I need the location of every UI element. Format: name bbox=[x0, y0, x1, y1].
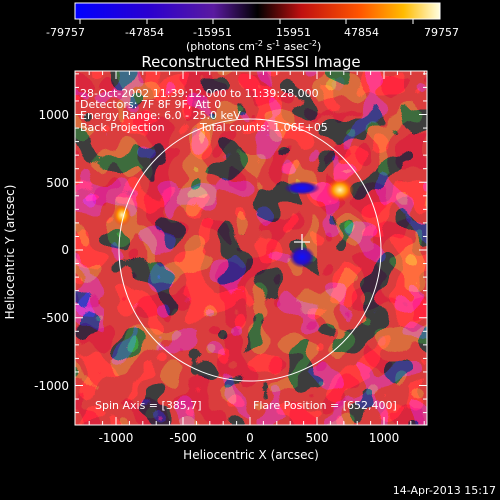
spin-axis-marker bbox=[294, 234, 310, 250]
x-tick-label: 500 bbox=[306, 431, 329, 445]
info-time-range: 28-Oct-2002 11:39:12.000 to 11:39:28.000 bbox=[80, 87, 319, 100]
colorbar-gradient bbox=[74, 2, 441, 20]
info-energy-range: Energy Range: 6.0 - 25.0 keV bbox=[80, 109, 241, 122]
info-block: 28-Oct-2002 11:39:12.000 to 11:39:28.000… bbox=[80, 87, 328, 134]
axis-ticks bbox=[75, 71, 427, 425]
info-total-counts: Total counts: 1.06E+05 bbox=[199, 121, 328, 134]
reconstructed-image bbox=[75, 71, 427, 425]
colorbar-tick-1: -79757 bbox=[46, 26, 85, 39]
x-axis: -1000 -500 0 500 1000 bbox=[99, 431, 400, 445]
y-axis-label: Heliocentric Y (arcsec) bbox=[3, 185, 17, 320]
plot-frame bbox=[74, 70, 428, 426]
x-axis-label: Heliocentric X (arcsec) bbox=[183, 448, 319, 462]
x-tick-label: -1000 bbox=[99, 431, 134, 445]
y-tick-label: 500 bbox=[46, 176, 69, 190]
flare-position-label: Flare Position = [652,400] bbox=[253, 399, 397, 412]
x-tick-label: 1000 bbox=[369, 431, 400, 445]
colorbar-tick-5: 47854 bbox=[344, 26, 379, 39]
solar-limb-circle bbox=[118, 118, 382, 382]
x-tick-label: -500 bbox=[169, 431, 196, 445]
colorbar-tick-4: 15951 bbox=[276, 26, 311, 39]
spin-axis-label: Spin Axis = [385,7] bbox=[95, 399, 202, 412]
colorbar: -79757 -47854 -15951 15951 47854 79757 (… bbox=[46, 2, 459, 53]
y-tick-label: 0 bbox=[61, 243, 69, 257]
y-axis: 1000 500 0 -500 -1000 bbox=[34, 108, 69, 393]
info-detectors: Detectors: 7F 8F 9F, Att 0 bbox=[80, 98, 221, 111]
timestamp: 14-Apr-2013 15:17 bbox=[393, 484, 496, 497]
y-tick-label: -1000 bbox=[34, 379, 69, 393]
colorbar-tick-3: -15951 bbox=[193, 26, 232, 39]
colorbar-tick-2: -47854 bbox=[125, 26, 164, 39]
colorbar-units: (photons cm-2 s-1 asec-2) bbox=[186, 39, 321, 53]
colorbar-tick-6: 79757 bbox=[424, 26, 459, 39]
info-method: Back Projection bbox=[80, 121, 165, 134]
y-tick-label: -500 bbox=[42, 311, 69, 325]
x-tick-label: 0 bbox=[246, 431, 254, 445]
image-title: Reconstructed RHESSI Image bbox=[141, 53, 360, 71]
y-tick-label: 1000 bbox=[38, 108, 69, 122]
